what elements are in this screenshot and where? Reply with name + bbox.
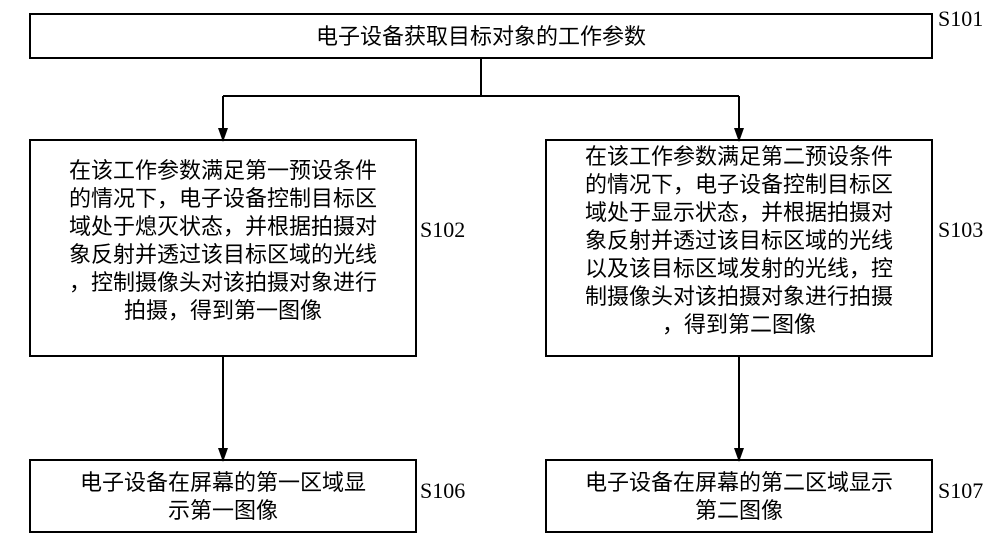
- text-line: 在该工作参数满足第一预设条件: [69, 158, 377, 183]
- step-label-s107: S107: [938, 478, 983, 503]
- step-label-s103: S103: [938, 217, 983, 242]
- text-line: 象反射并透过该目标区域的光线: [69, 242, 377, 267]
- flowchart-canvas: 电子设备获取目标对象的工作参数S101在该工作参数满足第一预设条件的情况下，电子…: [0, 0, 1000, 556]
- text-line: 在该工作参数满足第二预设条件: [585, 144, 893, 169]
- text-line: 象反射并透过该目标区域的光线: [585, 228, 893, 253]
- nodes-layer: 电子设备获取目标对象的工作参数S101在该工作参数满足第一预设条件的情况下，电子…: [30, 6, 983, 532]
- step-label-s101: S101: [938, 6, 983, 31]
- text-line: 电子设备获取目标对象的工作参数: [316, 24, 646, 49]
- step-label-s106: S106: [420, 478, 465, 503]
- text-line: 示第一图像: [168, 498, 278, 523]
- flowchart-box-text-s102: 在该工作参数满足第一预设条件的情况下，电子设备控制目标区域处于熄灭状态，并根据拍…: [69, 158, 377, 323]
- text-line: 的情况下，电子设备控制目标区: [69, 186, 377, 211]
- flowchart-box-text-s103: 在该工作参数满足第二预设条件的情况下，电子设备控制目标区域处于显示状态，并根据拍…: [585, 144, 893, 337]
- text-line: ，得到第二图像: [662, 312, 816, 337]
- text-line: 域处于熄灭状态，并根据拍摄对: [69, 214, 377, 239]
- text-line: 制摄像头对该拍摄对象进行拍摄: [585, 284, 893, 309]
- text-line: 的情况下，电子设备控制目标区: [585, 172, 893, 197]
- text-line: 电子设备在屏幕的第二区域显示: [585, 470, 893, 495]
- flowchart-box-text-s106: 电子设备在屏幕的第一区域显示第一图像: [80, 470, 366, 523]
- text-line: 域处于显示状态，并根据拍摄对: [585, 200, 893, 225]
- text-line: 拍摄，得到第一图像: [124, 298, 322, 323]
- flowchart-box-text-s107: 电子设备在屏幕的第二区域显示第二图像: [585, 470, 893, 523]
- text-line: 第二图像: [695, 498, 783, 523]
- text-line: 以及该目标区域发射的光线，控: [585, 256, 893, 281]
- text-line: 电子设备在屏幕的第一区域显: [80, 470, 366, 495]
- text-line: ，控制摄像头对该拍摄对象进行: [69, 270, 377, 295]
- flowchart-box-text-s101: 电子设备获取目标对象的工作参数: [316, 24, 646, 49]
- step-label-s102: S102: [420, 217, 465, 242]
